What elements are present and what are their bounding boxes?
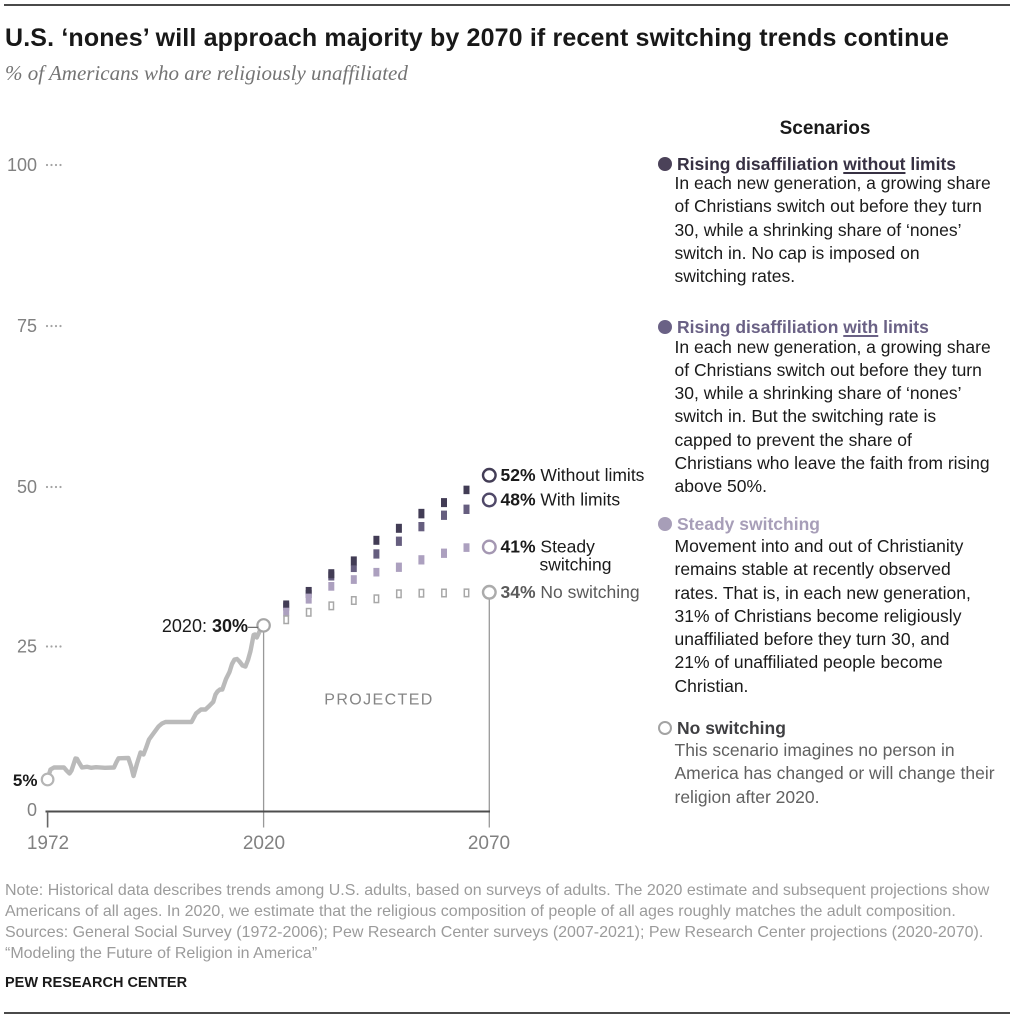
svg-text:50: 50 [17, 477, 37, 497]
svg-text:75: 75 [17, 316, 37, 336]
svg-text:switching: switching [540, 555, 612, 575]
svg-text:52% Without limits: 52% Without limits [501, 465, 645, 485]
svg-text:PROJECTED: PROJECTED [324, 692, 434, 709]
svg-text:5%: 5% [13, 771, 38, 790]
svg-text:2020: 2020 [243, 833, 285, 854]
svg-text:48% With limits: 48% With limits [501, 490, 621, 510]
svg-text:2020: 30%–: 2020: 30%– [162, 616, 258, 636]
svg-text:25: 25 [17, 637, 37, 657]
svg-text:41% Steady: 41% Steady [501, 537, 596, 557]
svg-text:0: 0 [27, 800, 37, 820]
svg-text:100: 100 [7, 155, 37, 175]
svg-text:1972: 1972 [27, 833, 69, 854]
svg-text:2070: 2070 [468, 833, 510, 854]
svg-text:34% No switching: 34% No switching [501, 582, 640, 602]
